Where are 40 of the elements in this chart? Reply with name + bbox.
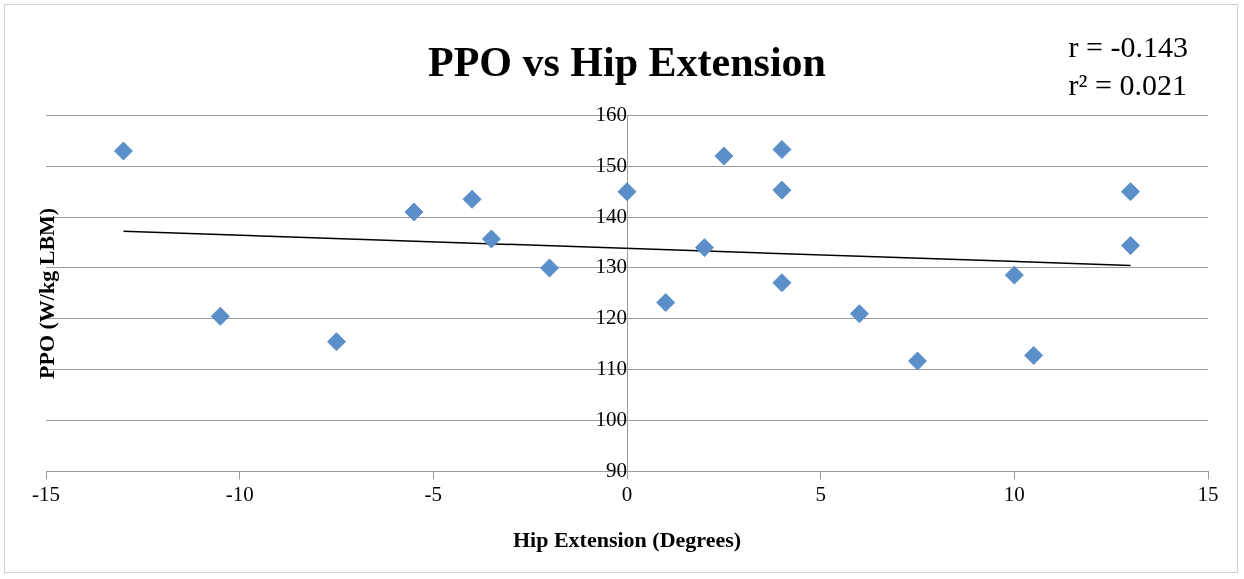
point xyxy=(1121,182,1141,202)
y-tick-label: 100 xyxy=(595,407,627,432)
point xyxy=(540,258,560,278)
point xyxy=(772,180,792,200)
y-tick-label: 130 xyxy=(595,254,627,279)
y-tick-label: 150 xyxy=(595,152,627,177)
x-tick-label: 10 xyxy=(1003,481,1025,506)
point xyxy=(714,146,734,166)
x-tick-label: 15 xyxy=(1197,481,1219,506)
x-tick-label: -5 xyxy=(424,481,443,506)
point xyxy=(1004,265,1024,285)
x-axis-title: Hip Extension (Degrees) xyxy=(512,527,742,553)
text: r² = 0.021 xyxy=(1068,67,1188,103)
point xyxy=(404,202,424,222)
point xyxy=(1024,345,1044,365)
point xyxy=(113,141,133,161)
y-axis-title: PPO (W/kg LBM) xyxy=(33,207,59,379)
y-tick-label: 90 xyxy=(606,457,627,482)
text: r = -0.143 xyxy=(1068,29,1188,65)
x-tick-label: 5 xyxy=(815,481,826,506)
point xyxy=(1121,236,1141,256)
point xyxy=(481,229,501,249)
x-tick-label: -10 xyxy=(225,481,254,506)
y-tick-label: 140 xyxy=(595,203,627,228)
point xyxy=(849,304,869,324)
y-tick-label: 110 xyxy=(596,356,627,381)
point xyxy=(772,273,792,293)
point xyxy=(656,293,676,313)
chart-title: PPO vs Hip Extension xyxy=(428,39,826,86)
y-tick-label: 120 xyxy=(595,305,627,330)
point xyxy=(694,238,714,258)
point xyxy=(772,139,792,159)
point xyxy=(327,332,346,352)
point xyxy=(210,306,230,326)
point xyxy=(462,189,482,209)
x-tick-label: 0 xyxy=(621,481,633,506)
point xyxy=(908,351,927,371)
y-tick-label: 160 xyxy=(595,101,627,126)
x-tick-label: -15 xyxy=(32,481,60,506)
point xyxy=(617,182,637,202)
